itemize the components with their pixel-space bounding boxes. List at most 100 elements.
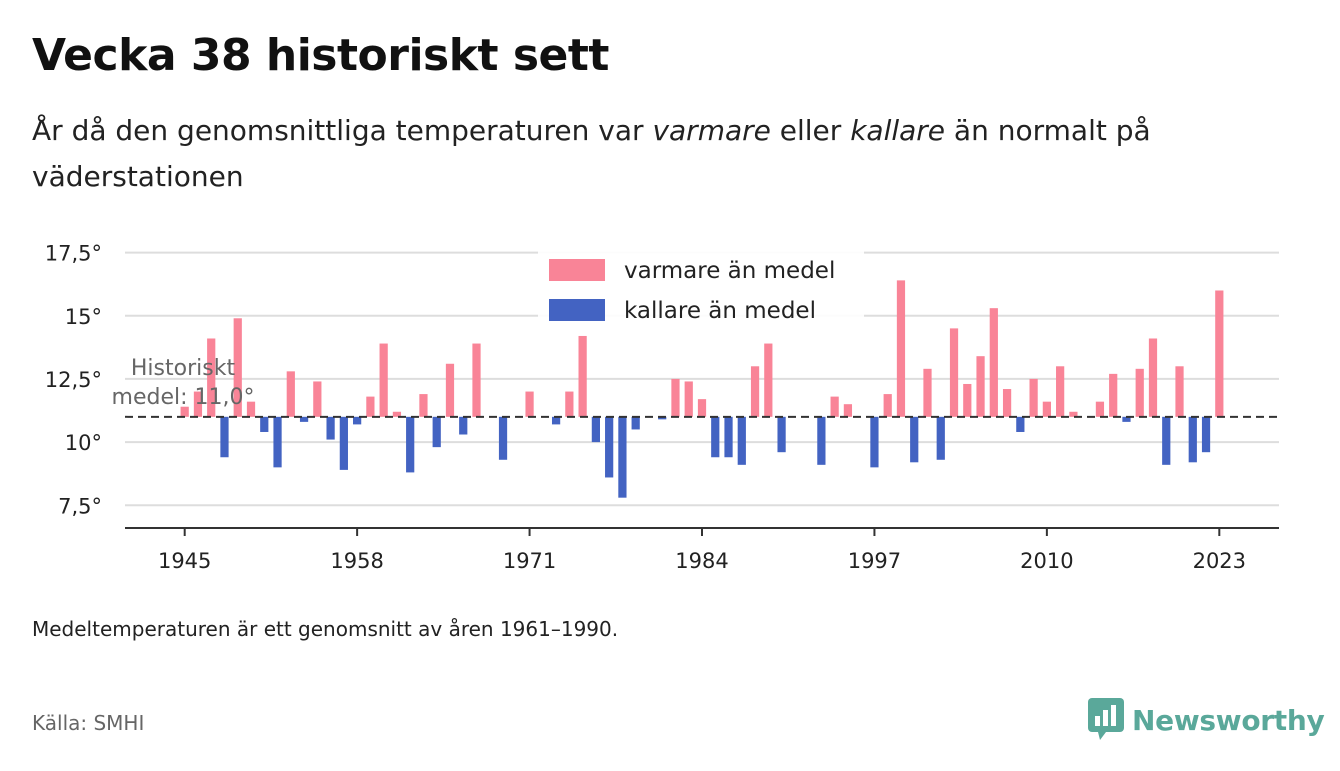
bar-cold bbox=[777, 416, 786, 453]
bar-warm bbox=[830, 396, 839, 417]
bar-cold bbox=[910, 416, 919, 463]
x-tick-label: 2010 bbox=[1020, 549, 1073, 573]
bar-cold bbox=[870, 416, 879, 468]
bar-cold bbox=[605, 416, 614, 478]
bar-warm bbox=[1215, 290, 1224, 417]
bar-warm bbox=[472, 343, 481, 417]
y-tick-label: 10° bbox=[65, 431, 102, 455]
bar-cold bbox=[1188, 416, 1197, 463]
bar-cold bbox=[817, 416, 826, 465]
legend-warm-label: varmare än medel bbox=[624, 258, 835, 284]
baseline-label-line2: medel: 11,0° bbox=[112, 385, 255, 410]
bar-warm bbox=[989, 308, 998, 417]
bar-warm bbox=[1175, 366, 1184, 417]
page-title: Vecka 38 historiskt sett bbox=[32, 30, 609, 81]
bar-warm bbox=[233, 318, 242, 417]
bar-cold bbox=[658, 416, 667, 420]
bar-warm bbox=[1002, 389, 1012, 417]
bar-warm bbox=[1029, 378, 1038, 417]
subtitle-part2: eller bbox=[770, 114, 851, 147]
bar-cold bbox=[353, 416, 362, 425]
bar-warm bbox=[366, 396, 375, 417]
logo-text: Newsworthy bbox=[1132, 703, 1325, 737]
bar-cold bbox=[1016, 416, 1025, 432]
x-axis-ticks: 1945 1958 1971 1984 1997 2010 2023 bbox=[158, 528, 1246, 573]
newsworthy-logo: Newsworthy bbox=[1088, 698, 1325, 742]
bar-warm bbox=[313, 381, 322, 417]
bar-warm bbox=[193, 391, 203, 417]
bar-cold bbox=[724, 416, 733, 458]
bar-warm bbox=[445, 363, 455, 417]
bar-cold bbox=[406, 416, 415, 473]
bar-cold bbox=[591, 416, 600, 443]
bar-warm bbox=[764, 343, 773, 417]
x-tick-label: 2023 bbox=[1193, 549, 1246, 573]
subtitle-part3: än normalt på väderstationen bbox=[32, 114, 1151, 193]
bar-cold bbox=[432, 416, 441, 448]
bar-cold bbox=[326, 416, 335, 440]
subtitle-warm-word: varmare bbox=[652, 114, 771, 147]
bars bbox=[180, 280, 1224, 498]
bar-warm bbox=[1095, 401, 1105, 417]
bar-warm bbox=[525, 391, 534, 417]
bar-warm bbox=[750, 366, 760, 417]
legend-warm-swatch bbox=[549, 259, 605, 281]
bar-cold bbox=[1201, 416, 1211, 453]
y-axis-ticks: 7,5° 10° 12,5° 15° 17,5° bbox=[45, 242, 102, 519]
x-tick-label: 1984 bbox=[675, 549, 728, 573]
legend: varmare än medel kallare än medel bbox=[538, 250, 864, 326]
subtitle-cold-word: kallare bbox=[850, 114, 946, 147]
bar-warm bbox=[923, 368, 932, 417]
y-tick-label: 15° bbox=[65, 305, 102, 329]
bar-cold bbox=[1162, 416, 1171, 465]
subtitle: År då den genomsnittliga temperaturen va… bbox=[32, 108, 1272, 200]
bar-cold bbox=[618, 416, 627, 498]
bar-warm bbox=[246, 401, 256, 417]
bar-warm bbox=[286, 371, 295, 417]
bar-warm bbox=[1042, 401, 1051, 417]
bar-cold bbox=[551, 416, 561, 425]
x-tick-label: 1997 bbox=[848, 549, 901, 573]
bar-cold bbox=[631, 416, 640, 430]
bar-warm bbox=[697, 399, 707, 417]
bar-warm bbox=[671, 378, 680, 417]
bar-warm bbox=[1148, 338, 1158, 417]
bar-warm bbox=[963, 383, 972, 417]
newsworthy-logo-icon bbox=[1088, 698, 1124, 740]
bar-warm bbox=[949, 328, 959, 417]
bar-cold bbox=[220, 416, 229, 458]
bar-warm bbox=[578, 335, 587, 417]
bar-warm bbox=[976, 356, 985, 417]
bar-warm bbox=[896, 280, 906, 417]
y-tick-label: 7,5° bbox=[58, 494, 102, 518]
y-tick-label: 17,5° bbox=[45, 242, 102, 266]
bar-warm bbox=[1109, 373, 1118, 417]
bar-cold bbox=[260, 416, 269, 432]
bar-cold bbox=[737, 416, 746, 465]
subtitle-part1: År då den genomsnittliga temperaturen va… bbox=[32, 114, 653, 147]
bar-warm bbox=[1056, 366, 1065, 417]
bar-warm bbox=[684, 381, 693, 417]
bar-cold bbox=[936, 416, 945, 460]
bar-cold bbox=[339, 416, 348, 470]
bar-warm bbox=[1069, 411, 1078, 417]
bar-warm bbox=[565, 391, 574, 417]
baseline-label-line1: Historiskt bbox=[131, 356, 236, 381]
bar-warm bbox=[180, 406, 189, 417]
bar-warm bbox=[207, 338, 216, 417]
bar-warm bbox=[392, 411, 402, 417]
source-label: Källa: SMHI bbox=[32, 711, 145, 735]
legend-cold-label: kallare än medel bbox=[624, 298, 816, 324]
baseline-annotation: Historiskt medel: 11,0° bbox=[112, 356, 255, 410]
bar-warm bbox=[843, 404, 853, 417]
x-tick-label: 1971 bbox=[503, 549, 556, 573]
bar-cold bbox=[299, 416, 309, 422]
bar-warm bbox=[883, 394, 892, 417]
bar-warm bbox=[1135, 368, 1144, 417]
legend-cold-swatch bbox=[549, 299, 605, 321]
bar-cold bbox=[459, 416, 468, 435]
bar-cold bbox=[273, 416, 282, 468]
y-tick-label: 12,5° bbox=[45, 368, 102, 392]
bar-cold bbox=[711, 416, 720, 458]
